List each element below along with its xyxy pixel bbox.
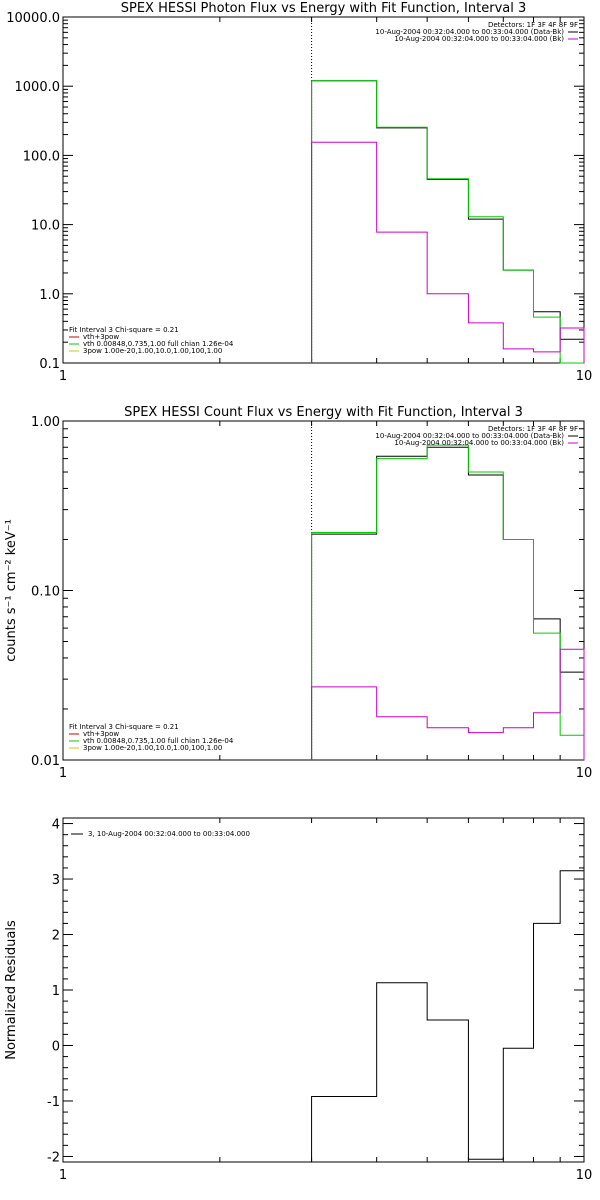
chart-title: SPEX HESSI Photon Flux vs Energy with Fi… <box>121 1 527 16</box>
y-tick-label: 100.0 <box>23 149 60 164</box>
x-tick-label: 1 <box>59 766 67 781</box>
y-tick-label: 2 <box>52 929 60 944</box>
y-tick-label: 1 <box>52 984 60 999</box>
x-tick-label: 1 <box>59 1168 67 1183</box>
y-tick-label: 1.0 <box>39 288 60 303</box>
series-2-histogram <box>311 648 585 760</box>
series-0-histogram <box>311 80 585 363</box>
y-tick-label: 10.0 <box>31 219 60 234</box>
y-axis-label: Normalized Residuals <box>4 920 19 1060</box>
legend-bottom-text: vth 0.00848,0.735,1.00 full chian 1.26e-… <box>83 737 234 745</box>
legend-top-text: Detectors: 1F 3F 4F 8F 9F <box>488 21 578 29</box>
legend-top-text: 10-Aug-2004 00:32:04.000 to 00:33:04.000… <box>375 28 564 36</box>
legend-bottom-text: 3pow 1.00e-20,1.00,10.0,1.00,100,1.00 <box>83 347 222 355</box>
legend-bottom-text: vth+3pow <box>83 730 119 738</box>
legend-bottom-text: Fit Interval 3 Chi-square = 0.21 <box>69 723 179 731</box>
legend-bottom-text: Fit Interval 3 Chi-square = 0.21 <box>69 326 179 334</box>
y-tick-label: 0.10 <box>31 585 60 600</box>
legend-text: 3, 10-Aug-2004 00:32:04.000 to 00:33:04.… <box>88 830 250 838</box>
count-flux-panel: SPEX HESSI Count Flux vs Energy with Fit… <box>4 405 592 781</box>
y-tick-label: -2 <box>47 1150 60 1165</box>
legend-top-text: 10-Aug-2004 00:32:04.000 to 00:33:04.000… <box>394 439 564 447</box>
x-tick-label: 10 <box>576 766 593 781</box>
plot-frame <box>62 420 585 761</box>
series-1-histogram <box>311 80 584 364</box>
plot-frame <box>62 16 585 364</box>
x-tick-label: 1 <box>59 369 67 384</box>
residuals-panel: -2 -1 0 1 2 3 4 1 10 Normalized Residuals 3, 10-Au… <box>4 817 593 1183</box>
photon-flux-panel: SPEX HESSI Photon Flux vs Energy with Fi… <box>6 1 592 384</box>
y-tick-label: 4 <box>52 818 60 833</box>
y-tick-label: 1.00 <box>31 415 60 430</box>
y-tick-label: 0 <box>52 1039 60 1054</box>
series-0-histogram <box>311 870 585 1162</box>
x-tick-label: 10 <box>576 369 593 384</box>
plot-frame <box>62 817 585 1163</box>
y-tick-label: 0.01 <box>31 754 60 769</box>
y-tick-label: -1 <box>47 1095 60 1110</box>
legend-top-text: 10-Aug-2004 00:32:04.000 to 00:33:04.000… <box>375 432 564 440</box>
legend-bottom-text: 3pow 1.00e-20,1.00,10.0,1.00,100,1.00 <box>83 744 222 752</box>
legend-top-text: 10-Aug-2004 00:32:04.000 to 00:33:04.000… <box>394 35 564 43</box>
legend-bottom-text: vth 0.00848,0.735,1.00 full chian 1.26e-… <box>83 340 234 348</box>
y-tick-label: 10000.0 <box>6 11 60 26</box>
chart-title: SPEX HESSI Count Flux vs Energy with Fit… <box>124 405 523 420</box>
y-tick-label: 1000.0 <box>15 80 61 95</box>
y-tick-label: 3 <box>52 873 60 888</box>
series-2-histogram <box>311 141 585 363</box>
legend-top-text: Detectors: 1F 3F 4F 8F 9F <box>488 425 578 433</box>
y-tick-label: 0.1 <box>39 357 60 372</box>
legend-bottom-text: vth+3pow <box>83 333 119 341</box>
x-tick-label: 10 <box>576 1168 593 1183</box>
y-axis-label: counts s⁻¹ cm⁻² keV⁻¹ <box>4 519 19 662</box>
